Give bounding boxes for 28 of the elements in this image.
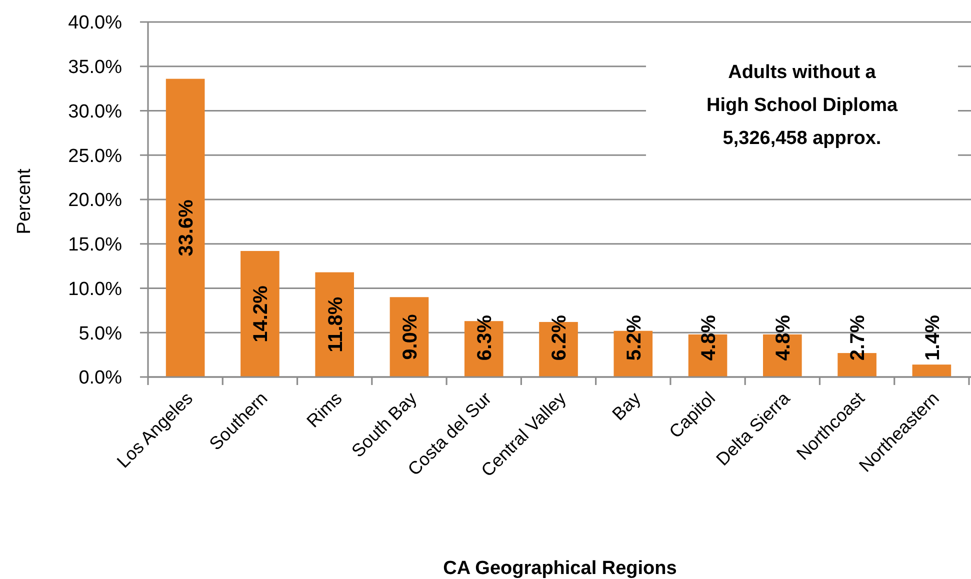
data-label: 6.2% <box>548 314 571 361</box>
bar <box>240 250 280 377</box>
y-tick-label: 40.0% <box>68 12 122 34</box>
data-label: 11.8% <box>324 296 347 352</box>
y-axis-title: Percent <box>14 168 35 234</box>
y-tick-label: 10.0% <box>68 278 122 300</box>
data-label: 33.6% <box>176 199 198 256</box>
y-tick-label: 35.0% <box>68 57 122 78</box>
data-label: 4.8% <box>772 314 795 361</box>
data-label: 9.0% <box>399 314 422 360</box>
x-tick-label: Bay <box>608 388 644 424</box>
y-tick-label: 5.0% <box>78 323 122 344</box>
bar <box>315 272 354 377</box>
data-label: 14.2% <box>250 285 272 342</box>
data-label: 5.2% <box>623 314 646 361</box>
y-tick-label: 30.0% <box>68 101 122 122</box>
data-label: 2.7% <box>847 314 870 361</box>
y-tick-label: 25.0% <box>68 146 122 167</box>
bar <box>912 364 952 377</box>
y-tick-label: 0.0% <box>78 368 122 389</box>
y-tick-label: 20.0% <box>68 190 122 212</box>
data-label: 1.4% <box>922 314 944 361</box>
bar <box>166 78 205 377</box>
x-axis-title: CA Geographical Regions <box>443 558 677 579</box>
data-label: 6.3% <box>474 314 496 361</box>
annotation: Adults without a High School Diploma 5,326,458 approx. <box>706 62 898 149</box>
y-tick-label: 15.0% <box>68 234 122 256</box>
data-label: 4.8% <box>698 314 720 361</box>
